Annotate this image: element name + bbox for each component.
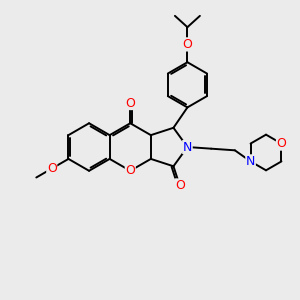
Text: O: O <box>47 162 57 175</box>
Text: O: O <box>125 97 135 110</box>
Text: O: O <box>277 137 286 150</box>
Text: N: N <box>183 140 192 154</box>
Text: O: O <box>125 164 135 177</box>
Text: N: N <box>246 155 255 168</box>
Text: O: O <box>182 38 192 51</box>
Text: O: O <box>175 179 184 192</box>
